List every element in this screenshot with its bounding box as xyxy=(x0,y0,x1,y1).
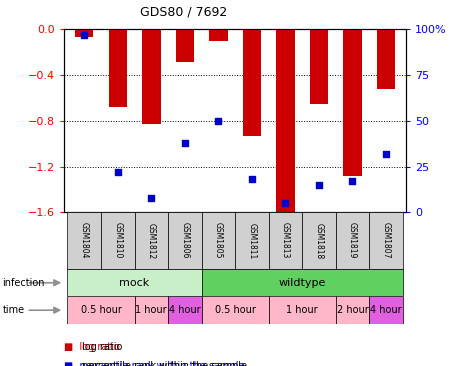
Point xyxy=(181,140,189,146)
Bar xyxy=(369,212,403,269)
Text: 0.5 hour: 0.5 hour xyxy=(81,305,122,315)
Bar xyxy=(235,212,269,269)
Bar xyxy=(75,29,94,37)
Bar xyxy=(101,212,134,269)
Text: ■  log ratio: ■ log ratio xyxy=(64,342,120,352)
Text: wildtype: wildtype xyxy=(278,278,326,288)
Bar xyxy=(269,212,302,269)
Text: GSM1812: GSM1812 xyxy=(147,223,156,259)
Bar xyxy=(377,29,395,89)
Bar xyxy=(67,212,101,269)
Bar xyxy=(134,212,168,269)
Text: 4 hour: 4 hour xyxy=(169,305,200,315)
Bar xyxy=(302,212,336,269)
Text: infection: infection xyxy=(2,278,45,288)
Point xyxy=(215,118,222,124)
Bar xyxy=(276,29,294,212)
Bar xyxy=(269,296,336,324)
Text: mock: mock xyxy=(119,278,150,288)
Text: GSM1813: GSM1813 xyxy=(281,223,290,259)
Bar xyxy=(310,29,328,104)
Point xyxy=(148,195,155,201)
Text: 1 hour: 1 hour xyxy=(135,305,167,315)
Point xyxy=(282,200,289,206)
Bar xyxy=(209,29,228,41)
Bar xyxy=(67,296,134,324)
Text: 4 hour: 4 hour xyxy=(370,305,402,315)
Text: percentile rank within the sample: percentile rank within the sample xyxy=(82,361,247,366)
Bar xyxy=(369,296,403,324)
Text: ■  percentile rank within the sample: ■ percentile rank within the sample xyxy=(64,361,245,366)
Point xyxy=(382,151,390,157)
Bar xyxy=(343,29,361,176)
Bar xyxy=(168,212,201,269)
Bar xyxy=(336,212,369,269)
Point xyxy=(80,32,88,38)
Point xyxy=(349,178,356,184)
Text: GSM1804: GSM1804 xyxy=(80,223,89,259)
Text: 0.5 hour: 0.5 hour xyxy=(215,305,256,315)
Text: time: time xyxy=(2,305,25,315)
Bar xyxy=(201,212,235,269)
Point xyxy=(315,182,323,188)
Bar xyxy=(109,29,127,107)
Text: GSM1818: GSM1818 xyxy=(314,223,323,259)
Bar xyxy=(201,269,403,296)
Text: GSM1805: GSM1805 xyxy=(214,223,223,259)
Text: GSM1810: GSM1810 xyxy=(113,223,122,259)
Text: GSM1819: GSM1819 xyxy=(348,223,357,259)
Bar xyxy=(336,296,369,324)
Text: GDS80 / 7692: GDS80 / 7692 xyxy=(140,5,228,18)
Bar xyxy=(176,29,194,63)
Text: log ratio: log ratio xyxy=(82,342,123,352)
Text: GSM1811: GSM1811 xyxy=(247,223,257,259)
Bar xyxy=(134,296,168,324)
Bar xyxy=(243,29,261,136)
Text: 1 hour: 1 hour xyxy=(286,305,318,315)
Text: GSM1807: GSM1807 xyxy=(381,223,390,259)
Bar xyxy=(142,29,161,124)
Point xyxy=(114,169,122,175)
Text: 2 hour: 2 hour xyxy=(337,305,368,315)
Bar xyxy=(67,269,201,296)
Point xyxy=(248,176,256,182)
Text: GSM1806: GSM1806 xyxy=(180,223,190,259)
Bar xyxy=(168,296,201,324)
Bar xyxy=(201,296,269,324)
